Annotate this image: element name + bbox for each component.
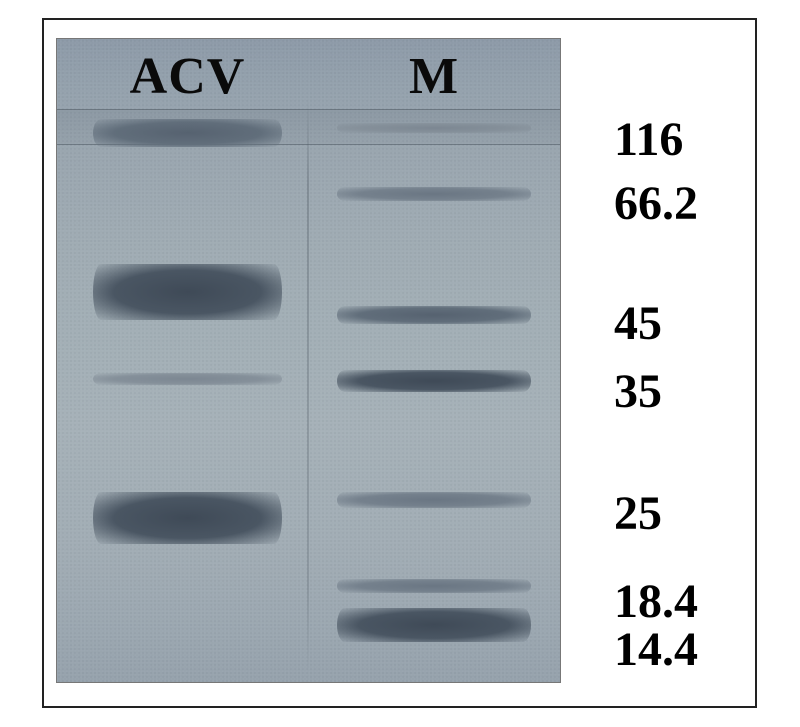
band-m-4 xyxy=(337,492,530,508)
lane-m: M xyxy=(319,39,549,682)
mw-label-14-4: 14.4 xyxy=(614,626,698,674)
lane-label-acv: ACV xyxy=(75,47,300,106)
band-m-2 xyxy=(337,306,530,324)
mw-label-18-4: 18.4 xyxy=(614,578,698,626)
band-acv-0 xyxy=(93,119,282,147)
mw-label-66-2: 66.2 xyxy=(614,180,698,228)
band-acv-2 xyxy=(93,373,282,385)
band-m-5 xyxy=(337,579,530,593)
band-m-0 xyxy=(337,123,530,133)
figure-frame: ACV M 116 66.2 45 35 25 18.414.4 xyxy=(42,18,757,708)
mw-label-25: 25 xyxy=(614,490,662,538)
lane-acv: ACV xyxy=(75,39,300,682)
mw-label-35: 35 xyxy=(614,368,662,416)
band-m-1 xyxy=(337,187,530,201)
band-m-6 xyxy=(337,608,530,642)
mw-label-116: 116 xyxy=(614,116,683,164)
lane-separator xyxy=(307,99,309,672)
gel-image: ACV M xyxy=(56,38,561,683)
band-acv-1 xyxy=(93,264,282,320)
mw-label-45: 45 xyxy=(614,300,662,348)
band-m-3 xyxy=(337,370,530,392)
lane-label-m: M xyxy=(319,47,549,106)
band-acv-3 xyxy=(93,492,282,544)
